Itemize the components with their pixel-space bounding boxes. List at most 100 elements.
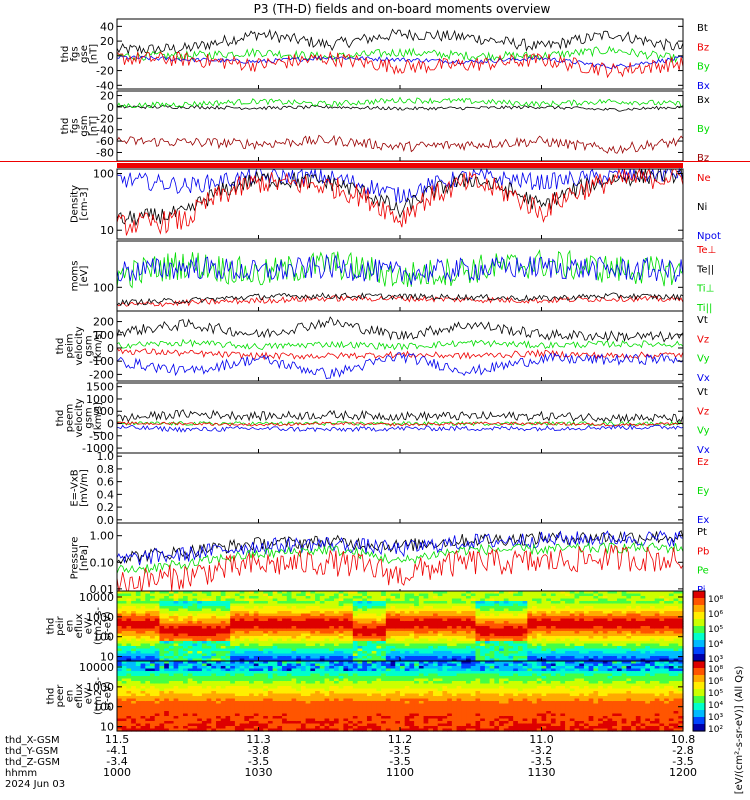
heatmap-cell bbox=[192, 728, 198, 732]
heatmap-cell bbox=[117, 653, 123, 657]
heatmap-cell bbox=[404, 603, 411, 607]
heatmap-cell bbox=[178, 696, 184, 700]
heatmap-cell bbox=[541, 608, 547, 612]
heatmap-cell bbox=[635, 623, 642, 627]
heatmap-cell bbox=[635, 643, 642, 647]
heatmap-cell bbox=[418, 596, 425, 600]
heatmap-cell bbox=[168, 648, 175, 652]
heatmap-cell bbox=[659, 616, 665, 620]
heatmap-cell bbox=[135, 606, 142, 610]
heatmap-cell bbox=[220, 618, 227, 622]
heatmap-cell bbox=[206, 633, 212, 637]
heatmap-cell bbox=[296, 631, 302, 635]
heatmap-cell bbox=[135, 653, 142, 657]
heatmap-cell bbox=[329, 618, 335, 622]
heatmap-cell bbox=[305, 656, 311, 660]
heatmap-cell bbox=[381, 633, 387, 637]
heatmap-cell bbox=[234, 703, 241, 707]
heatmap-cell bbox=[291, 638, 297, 642]
heatmap-cell bbox=[164, 726, 170, 730]
heatmap-cell bbox=[456, 603, 462, 607]
heatmap-cell bbox=[343, 623, 349, 627]
heatmap-cell bbox=[456, 646, 462, 650]
heatmap-cell bbox=[428, 648, 434, 652]
heatmap-cell bbox=[362, 596, 368, 600]
heatmap-cell bbox=[664, 641, 670, 645]
heatmap-cell bbox=[574, 638, 580, 642]
heatmap-cell bbox=[310, 708, 316, 712]
heatmap-cell bbox=[291, 658, 297, 662]
heatmap-cell bbox=[555, 621, 561, 625]
heatmap-cell bbox=[192, 636, 198, 640]
heatmap-cell bbox=[513, 646, 519, 650]
heatmap-cell bbox=[461, 641, 467, 645]
heatmap-cell bbox=[583, 643, 590, 647]
heatmap-cell bbox=[565, 603, 571, 607]
heatmap-cell bbox=[574, 636, 580, 640]
heatmap-cell bbox=[550, 593, 557, 597]
heatmap-cell bbox=[654, 651, 661, 655]
heatmap-cell bbox=[499, 591, 505, 595]
heatmap-cell bbox=[225, 666, 231, 670]
heatmap-cell bbox=[522, 623, 528, 627]
heatmap-cell bbox=[654, 596, 661, 600]
heatmap-cell bbox=[338, 658, 344, 662]
heatmap-cell bbox=[296, 723, 302, 727]
heatmap-cell bbox=[565, 621, 571, 625]
heatmap-cell bbox=[258, 636, 264, 640]
heatmap-cell bbox=[197, 656, 203, 660]
heatmap-cell bbox=[588, 628, 594, 632]
heatmap-cell bbox=[319, 693, 326, 697]
heatmap-cell bbox=[447, 626, 453, 630]
heatmap-cell bbox=[206, 608, 212, 612]
heatmap-cell bbox=[234, 621, 241, 625]
heatmap-cell bbox=[451, 656, 458, 660]
heatmap-cell bbox=[305, 641, 311, 645]
heatmap-cell bbox=[616, 638, 623, 642]
heatmap-cell bbox=[121, 641, 128, 645]
heatmap-cell bbox=[418, 613, 425, 617]
heatmap-cell bbox=[461, 606, 467, 610]
heatmap-cell bbox=[668, 648, 675, 652]
heatmap-cell bbox=[164, 706, 170, 710]
heatmap-cell bbox=[225, 721, 231, 725]
heatmap-cell bbox=[140, 596, 146, 600]
heatmap-cell bbox=[343, 681, 349, 685]
heatmap-cell bbox=[329, 666, 335, 670]
heatmap-cell bbox=[239, 696, 245, 700]
heatmap-cell bbox=[607, 641, 613, 645]
heatmap-cell bbox=[310, 718, 316, 722]
heatmap-cell bbox=[291, 666, 297, 670]
heatmap-cell bbox=[456, 636, 462, 640]
heatmap-cell bbox=[178, 651, 184, 655]
heatmap-cell bbox=[550, 656, 557, 660]
heatmap-cell bbox=[263, 681, 269, 685]
heatmap-cell bbox=[117, 603, 123, 607]
heatmap-cell bbox=[201, 648, 208, 652]
heatmap-cell bbox=[310, 676, 316, 680]
heatmap-cell bbox=[598, 631, 604, 635]
heatmap-cell bbox=[211, 608, 217, 612]
heatmap-cell bbox=[508, 628, 514, 632]
heatmap-cell bbox=[583, 613, 590, 617]
heatmap-cell bbox=[220, 653, 227, 657]
heatmap-cell bbox=[267, 728, 274, 732]
heatmap-cell bbox=[517, 641, 524, 645]
heatmap-cell bbox=[536, 611, 543, 615]
y-tick-label: -20 bbox=[96, 112, 114, 125]
heatmap-cell bbox=[267, 693, 274, 697]
heatmap-cell bbox=[154, 708, 161, 712]
heatmap-cell bbox=[494, 618, 500, 622]
heatmap-cell bbox=[442, 638, 448, 642]
heatmap-cell bbox=[343, 701, 349, 705]
heatmap-cell bbox=[159, 616, 165, 620]
heatmap-cell bbox=[371, 643, 378, 647]
heatmap-cell bbox=[310, 651, 316, 655]
heatmap-cell bbox=[267, 643, 274, 647]
series-Bt bbox=[116, 28, 684, 56]
heatmap-cell bbox=[532, 613, 538, 617]
heatmap-cell bbox=[159, 703, 165, 707]
heatmap-cell bbox=[150, 636, 156, 640]
heatmap-cell bbox=[381, 618, 387, 622]
heatmap-cell bbox=[527, 656, 533, 660]
